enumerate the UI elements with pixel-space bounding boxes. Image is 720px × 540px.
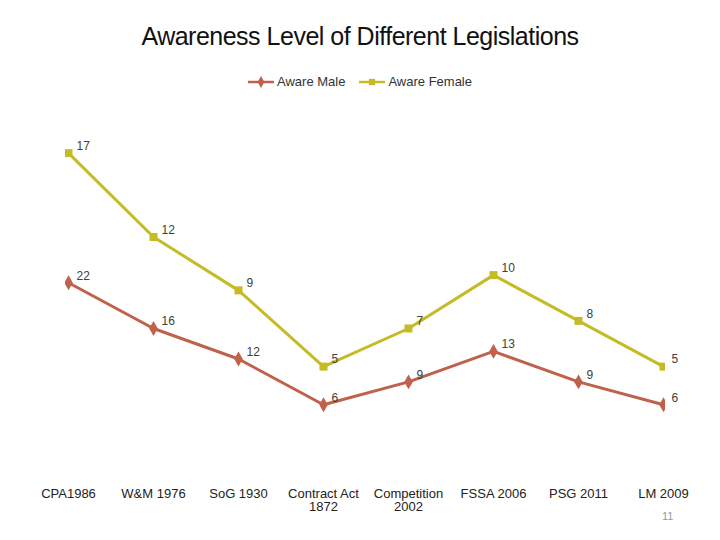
svg-text:12: 12: [162, 223, 176, 237]
svg-text:Competition2002: Competition2002: [374, 486, 443, 514]
svg-text:Contract Act1872: Contract Act1872: [288, 486, 359, 514]
svg-text:7: 7: [417, 314, 424, 328]
svg-text:9: 9: [587, 368, 594, 382]
svg-text:12: 12: [247, 345, 261, 359]
svg-text:8: 8: [587, 307, 594, 321]
svg-text:9: 9: [417, 368, 424, 382]
svg-text:5: 5: [672, 352, 679, 366]
svg-text:9: 9: [247, 276, 254, 290]
svg-text:6: 6: [672, 391, 679, 405]
svg-text:W&M 1976: W&M 1976: [121, 486, 185, 501]
svg-text:FSSA 2006: FSSA 2006: [461, 486, 527, 501]
svg-text:SoG 1930: SoG 1930: [209, 486, 268, 501]
svg-text:10: 10: [502, 261, 516, 275]
svg-text:17: 17: [77, 139, 91, 153]
svg-text:6: 6: [332, 391, 339, 405]
svg-text:5: 5: [332, 352, 339, 366]
svg-text:16: 16: [162, 314, 176, 328]
svg-text:CPA1986: CPA1986: [41, 486, 96, 501]
html-text:Awareness Level of Different L: Awareness Level of Different Legislation…: [141, 22, 579, 50]
html-text:Aware Male: Aware Male: [277, 74, 346, 89]
html-text:Aware Female: Aware Female: [388, 74, 472, 89]
svg-text:13: 13: [502, 337, 516, 351]
svg-text:PSG 2011: PSG 2011: [549, 486, 608, 501]
html-text:11: 11: [662, 510, 674, 522]
svg-text:LM 2009: LM 2009: [638, 486, 689, 501]
svg-text:22: 22: [77, 269, 91, 283]
